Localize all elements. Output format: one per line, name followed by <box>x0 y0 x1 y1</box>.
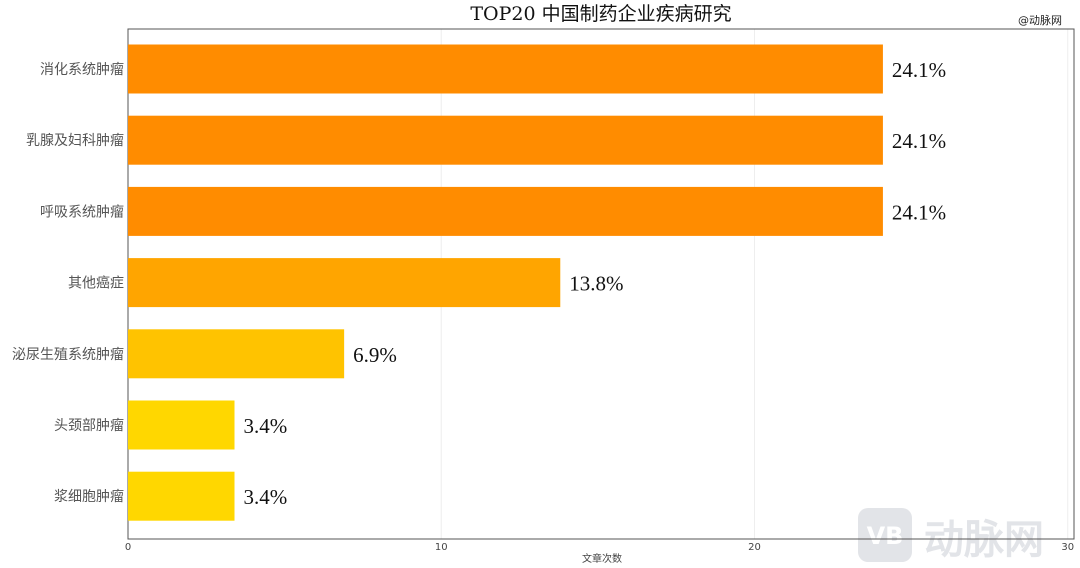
data-label: 3.4% <box>244 485 288 509</box>
category-label: 呼吸系统肿瘤 <box>40 203 124 220</box>
x-tick-label: 30 <box>1061 542 1074 553</box>
bar <box>128 115 883 165</box>
data-labels: 24.1% 24.1% 24.1% 13.8% 6.9% 3.4% 3.4% <box>244 58 947 509</box>
data-label: 24.1% <box>892 129 946 153</box>
data-label: 3.4% <box>244 414 288 438</box>
category-label: 乳腺及妇科肿瘤 <box>26 132 124 149</box>
data-label: 13.8% <box>569 272 623 296</box>
category-label: 浆细胞肿瘤 <box>54 488 124 505</box>
x-tick-label: 10 <box>435 542 448 553</box>
category-labels: 消化系统肿瘤乳腺及妇科肿瘤呼吸系统肿瘤其他癌症泌尿生殖系统肿瘤头颈部肿瘤浆细胞肿… <box>12 61 124 505</box>
bar <box>128 400 235 450</box>
category-label: 泌尿生殖系统肿瘤 <box>12 346 124 363</box>
watermark: VB 动脉网 <box>858 508 1044 563</box>
watermark-text: 动脉网 <box>924 517 1044 563</box>
bar <box>128 329 345 379</box>
data-label: 24.1% <box>892 200 946 224</box>
x-axis-label: 文章次数 <box>582 552 622 565</box>
chart-title: TOP20 中国制药企业疾病研究 <box>470 3 731 25</box>
bar <box>128 471 235 521</box>
bar <box>128 258 561 308</box>
bar <box>128 186 883 236</box>
category-label: 其他癌症 <box>68 276 124 292</box>
x-tick-label: 20 <box>748 542 761 553</box>
credit-label: @动脉网 <box>1018 13 1062 27</box>
data-label: 6.9% <box>353 343 397 367</box>
bar-series <box>128 44 883 521</box>
category-label: 消化系统肿瘤 <box>40 61 124 78</box>
watermark-logo-badge <box>858 508 912 562</box>
x-tick-labels: 0 10 20 30 <box>125 542 1074 553</box>
data-label: 24.1% <box>892 58 946 82</box>
x-tick-label: 0 <box>125 542 131 553</box>
bar <box>128 44 883 94</box>
category-label: 头颈部肿瘤 <box>54 417 124 434</box>
watermark-logo-text: VB <box>867 522 904 550</box>
